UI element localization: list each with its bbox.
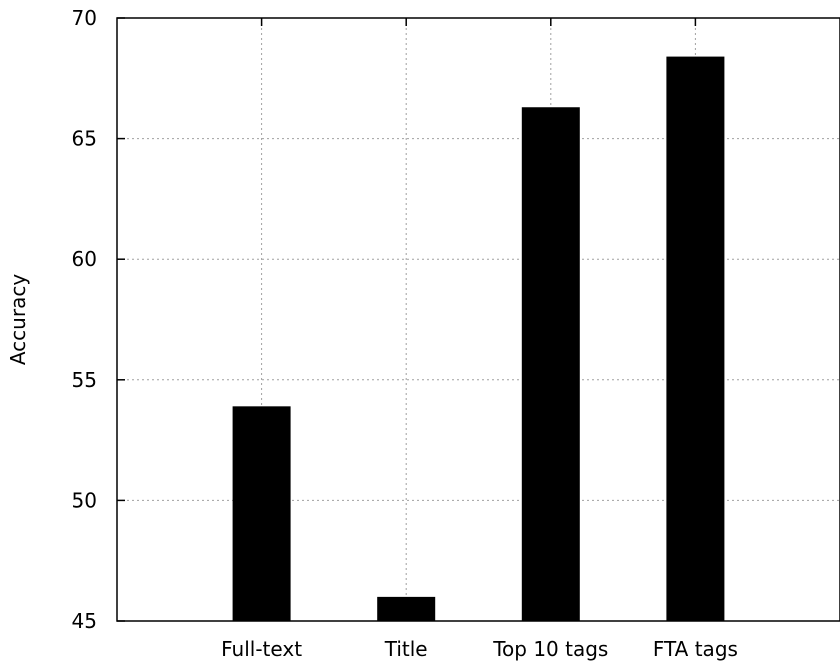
tick-marks xyxy=(117,17,697,622)
plot-frame xyxy=(116,17,840,622)
y-tick-label: 65 xyxy=(72,127,97,151)
bar-full-text xyxy=(232,406,291,621)
x-tick-label: FTA tags xyxy=(653,637,738,661)
y-tick-label: 70 xyxy=(72,6,97,30)
y-tick-labels: 45 50 55 60 65 70 xyxy=(72,6,97,633)
x-tick-labels: Full-text Title Top 10 tags FTA tags xyxy=(221,637,738,661)
grid-lines xyxy=(117,18,840,621)
y-tick-label: 50 xyxy=(72,488,97,512)
bar-top-10-tags xyxy=(521,107,580,621)
y-tick-label: 60 xyxy=(72,247,97,271)
x-tick-label: Top 10 tags xyxy=(492,637,608,661)
y-tick-label: 55 xyxy=(72,368,97,392)
bars xyxy=(232,56,725,622)
y-axis-title: Accuracy xyxy=(6,274,30,365)
y-tick-label: 45 xyxy=(72,609,97,633)
x-tick-label: Full-text xyxy=(221,637,302,661)
bar-fta-tags xyxy=(666,56,725,622)
x-tick-label: Title xyxy=(384,637,428,661)
